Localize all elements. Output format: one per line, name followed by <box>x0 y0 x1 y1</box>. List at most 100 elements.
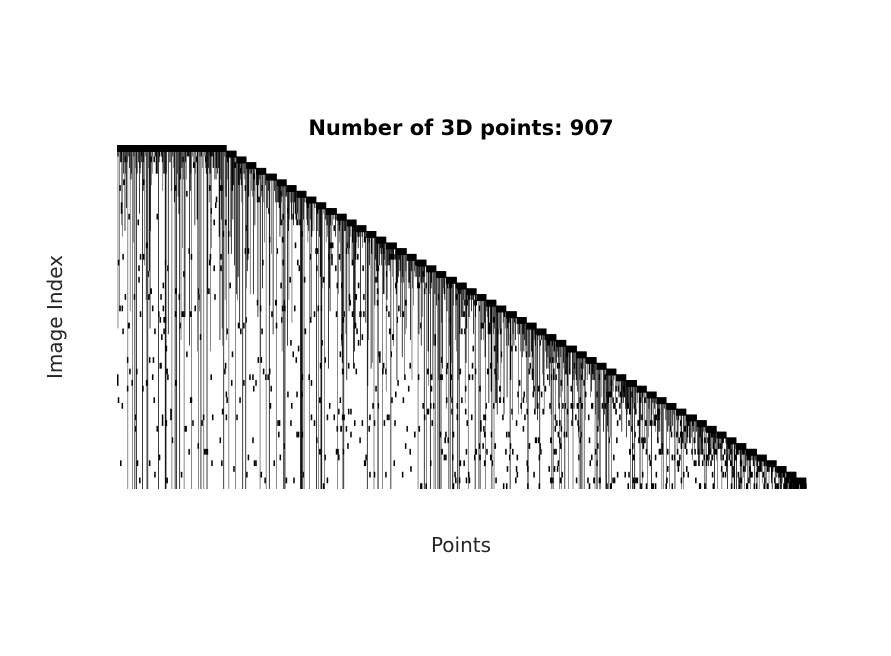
observation-cell <box>585 351 587 359</box>
observation-cell <box>468 477 471 484</box>
observation-track <box>361 225 363 237</box>
observation-cell <box>795 471 797 479</box>
observation-cell <box>548 334 550 342</box>
observation-cell <box>319 448 321 455</box>
observation-cell <box>465 448 468 455</box>
observation-cell <box>641 385 643 393</box>
observation-cell <box>192 420 194 426</box>
observation-track <box>639 385 641 489</box>
observation-cell <box>524 317 527 324</box>
observation-cell <box>565 431 568 438</box>
observation-track <box>652 391 654 403</box>
observation-track <box>181 145 183 168</box>
observation-cell <box>559 339 561 347</box>
observation-cell <box>533 385 535 392</box>
observation-cell <box>678 437 680 444</box>
observation-cell <box>664 397 666 405</box>
observation-cell <box>365 454 367 461</box>
observation-cell <box>239 397 241 403</box>
observation-cell <box>364 460 367 467</box>
observation-cell <box>253 460 256 467</box>
observation-cell <box>261 185 263 191</box>
observation-cell <box>216 145 218 152</box>
observation-track <box>319 202 321 277</box>
observation-cell <box>301 190 303 198</box>
observation-cell <box>544 385 547 392</box>
observation-cell <box>550 334 552 342</box>
observation-cell <box>306 196 308 204</box>
observation-track <box>209 145 211 174</box>
observation-cell <box>529 362 532 369</box>
observation-track <box>429 265 431 489</box>
observation-track <box>165 145 167 489</box>
observation-track <box>351 219 353 266</box>
observation-track <box>430 265 432 289</box>
observation-cell <box>516 454 519 461</box>
observation-cell <box>259 167 261 175</box>
observation-track <box>698 420 699 461</box>
observation-track <box>473 288 475 335</box>
observation-track <box>780 466 782 489</box>
observation-cell <box>206 448 209 455</box>
observation-track <box>279 179 281 237</box>
observation-cell <box>732 466 734 472</box>
observation-cell <box>147 271 149 277</box>
observation-track <box>250 162 252 174</box>
observation-cell <box>483 425 485 432</box>
observation-cell <box>418 282 421 289</box>
observation-cell <box>340 425 342 432</box>
observation-track <box>248 162 250 197</box>
observation-cell <box>294 305 296 312</box>
observation-cell <box>742 448 745 455</box>
observation-cell <box>483 414 485 421</box>
observation-track <box>683 408 685 444</box>
observation-cell <box>464 328 466 335</box>
observation-cell <box>584 391 587 398</box>
observation-cell <box>414 431 416 438</box>
observation-cell <box>616 420 619 426</box>
observation-track <box>539 328 541 489</box>
observation-track <box>388 242 389 266</box>
observation-cell <box>718 431 720 439</box>
observation-cell <box>313 196 315 204</box>
observation-cell <box>395 391 397 398</box>
observation-cell <box>244 156 246 164</box>
observation-track <box>525 317 527 346</box>
observation-track <box>236 156 238 295</box>
observation-cell <box>331 208 333 215</box>
observation-cell <box>546 374 549 381</box>
observation-cell <box>127 145 129 152</box>
observation-cell <box>742 443 744 451</box>
observation-cell <box>644 385 647 393</box>
observation-cell <box>347 362 350 369</box>
observation-cell <box>309 196 312 204</box>
observation-cell <box>694 448 696 455</box>
observation-track <box>403 248 405 283</box>
observation-cell <box>338 454 340 461</box>
observation-cell <box>335 265 337 272</box>
observation-cell <box>304 328 307 335</box>
observation-track <box>580 351 582 489</box>
observation-cell <box>710 460 712 467</box>
observation-cell <box>417 374 420 381</box>
observation-cell <box>666 477 668 484</box>
observation-cell <box>336 213 338 221</box>
observation-track <box>348 219 350 312</box>
observation-cell <box>375 276 377 283</box>
observation-cell <box>618 374 620 382</box>
observation-cell <box>610 368 612 376</box>
observation-track <box>490 299 492 392</box>
observation-cell <box>425 259 427 267</box>
observation-cell <box>368 425 370 432</box>
observation-cell <box>730 437 732 445</box>
observation-cell <box>220 145 222 152</box>
observation-track <box>594 357 595 381</box>
observation-track <box>459 282 461 335</box>
observation-cell <box>717 443 720 449</box>
observation-cell <box>163 328 165 335</box>
observation-track <box>256 167 257 186</box>
observation-cell <box>654 414 656 421</box>
observation-track <box>179 145 181 489</box>
observation-cell <box>122 253 124 260</box>
observation-cell <box>167 374 169 381</box>
